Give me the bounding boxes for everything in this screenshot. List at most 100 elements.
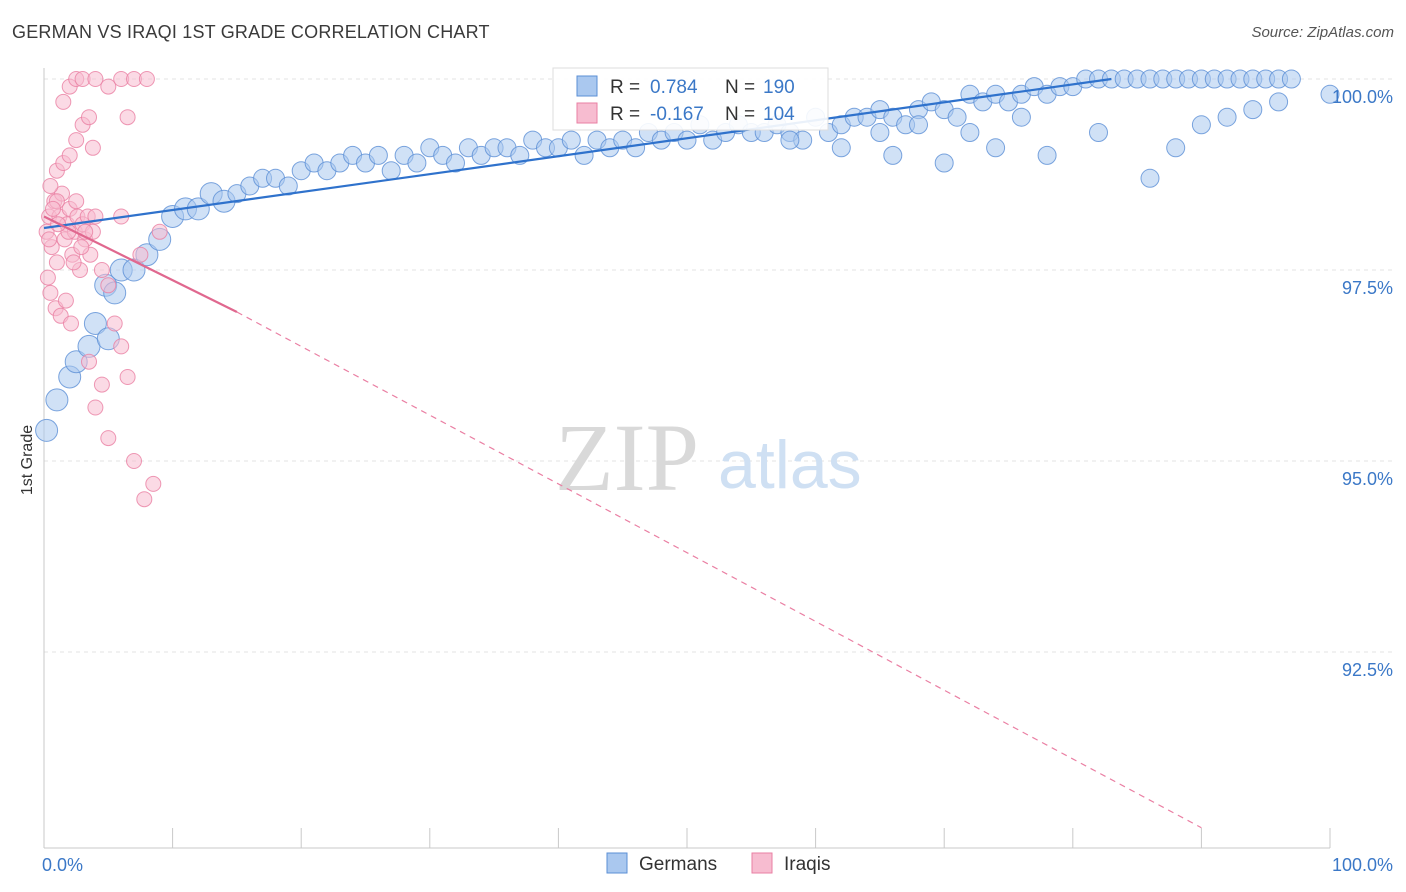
iraqis-point-67	[41, 231, 58, 248]
iraqis-point-43	[84, 139, 101, 156]
germans-point-115	[870, 123, 890, 142]
germans-point-32	[407, 153, 427, 173]
germans-point-117	[960, 123, 980, 142]
iraqis-point-51	[87, 399, 104, 416]
germans-point-111	[1191, 115, 1211, 135]
watermark: ZIP atlas	[555, 404, 862, 511]
series-germans	[35, 69, 1340, 442]
y-tick-label-3: 92.5%	[1342, 660, 1393, 680]
iraqis-point-4	[48, 254, 65, 271]
germans-point-108	[1089, 123, 1108, 142]
germans-point-45	[574, 145, 594, 165]
legend-label-germans: Germans	[639, 854, 717, 875]
iraqis-point-50	[81, 353, 97, 370]
iraqis-point-29	[61, 147, 78, 164]
chart-title: GERMAN VS IRAQI 1ST GRADE CORRELATION CH…	[12, 22, 490, 42]
iraqis-point-33	[55, 93, 72, 110]
iraqis-point-30	[68, 132, 85, 149]
iraqis-point-47	[113, 338, 130, 355]
germans-point-104	[883, 145, 903, 165]
stats-n-value-1: 104	[763, 104, 795, 125]
germans-point-112	[1217, 107, 1237, 127]
stats-n-label-0: N =	[725, 77, 755, 98]
iraqis-point-62	[45, 200, 61, 217]
stats-r-value-0: 0.784	[650, 77, 698, 98]
iraqis-point-60	[68, 193, 85, 210]
trend-layer	[43, 77, 1202, 829]
iraqis-point-66	[65, 254, 82, 271]
germans-point-29	[368, 145, 388, 165]
germans-point-102	[780, 130, 800, 150]
iraqis-point-55	[136, 491, 153, 508]
watermark-zip: ZIP	[555, 404, 699, 511]
germans-point-1	[45, 388, 69, 412]
germans-point-101	[1320, 84, 1340, 104]
y-tick-label-1: 97.5%	[1342, 278, 1393, 298]
points-layer	[35, 69, 1340, 508]
x-tick-label-0: 0.0%	[42, 855, 83, 875]
series-iraqis	[38, 71, 168, 508]
stats-n-value-0: 190	[763, 77, 795, 98]
germans-point-74	[947, 107, 967, 127]
iraqis-point-32	[81, 109, 97, 126]
stats-r-label-0: R =	[610, 77, 640, 98]
iraqis-point-24	[57, 292, 74, 309]
iraqis-point-53	[126, 453, 142, 469]
watermark-atlas: atlas	[718, 427, 862, 503]
y-tick-label-0: 100.0%	[1332, 87, 1393, 107]
germans-point-106	[986, 138, 1006, 158]
iraqis-point-49	[93, 376, 110, 393]
iraqis-point-54	[145, 475, 162, 492]
iraqis-point-57	[132, 246, 149, 263]
grid-layer	[44, 78, 1392, 653]
iraqis-point-26	[42, 178, 59, 194]
germans-point-107	[1037, 145, 1057, 165]
germans-point-100	[1281, 69, 1301, 89]
germans-trend-line	[43, 77, 1112, 230]
stats-box-frame	[552, 67, 829, 131]
germans-point-5	[83, 312, 107, 335]
tick-label-layer: 100.0% 97.5% 95.0% 92.5% 0.0% 100.0%	[42, 87, 1393, 875]
germans-point-118	[1011, 107, 1031, 127]
x-tick-label-1: 100.0%	[1332, 855, 1393, 875]
germans-point-0	[35, 418, 59, 442]
germans-point-22	[278, 176, 298, 196]
germans-point-110	[1166, 138, 1186, 158]
stats-box: R = 0.784 N = 190 R = -0.167 N = 104	[552, 67, 829, 131]
germans-point-30	[381, 161, 401, 181]
y-tick-label-2: 95.0%	[1342, 469, 1393, 489]
germans-point-116	[909, 115, 928, 135]
legend-swatch-germans	[606, 852, 628, 874]
iraqis-trend-extension	[236, 311, 1202, 829]
germans-point-109	[1140, 168, 1160, 188]
axis-layer	[43, 68, 1331, 849]
germans-point-113	[1243, 100, 1263, 120]
iraqis-point-38	[100, 78, 117, 95]
germans-point-49	[626, 138, 646, 158]
iraqis-point-45	[100, 277, 117, 294]
iraqis-point-46	[106, 315, 123, 332]
legend: Germans Iraqis	[606, 852, 830, 875]
iraqis-point-25	[63, 315, 79, 332]
legend-label-iraqis: Iraqis	[784, 854, 830, 875]
iraqis-point-52	[100, 430, 117, 447]
iraqis-point-58	[151, 223, 168, 240]
stats-swatch-iraqis	[576, 102, 598, 124]
germans-point-35	[446, 153, 465, 173]
iraqis-point-20	[39, 269, 56, 286]
iraqis-point-64	[73, 239, 90, 256]
stats-n-label-1: N =	[725, 104, 755, 125]
germans-point-44	[561, 130, 581, 150]
stats-r-value-1: -0.167	[650, 104, 704, 125]
iraqis-point-21	[42, 284, 59, 301]
germans-point-105	[934, 153, 954, 173]
iraqis-point-44	[93, 262, 110, 278]
germans-point-114	[1269, 92, 1289, 112]
stats-swatch-germans	[576, 75, 598, 97]
iraqis-trend-line	[43, 215, 238, 314]
iraqis-point-48	[119, 369, 136, 385]
iraqis-point-37	[87, 71, 104, 87]
iraqis-point-41	[138, 71, 155, 87]
